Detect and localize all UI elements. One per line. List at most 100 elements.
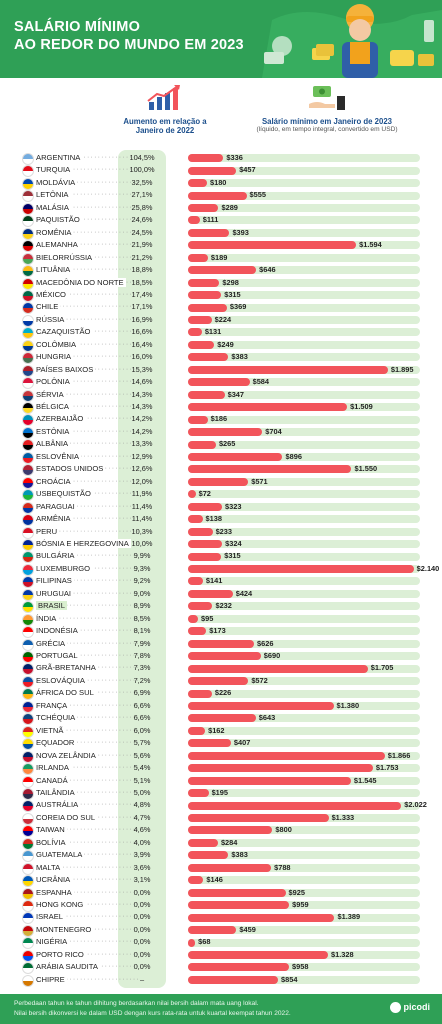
change-value-label: 4,0% <box>133 837 151 847</box>
bar-track <box>188 266 420 275</box>
wage-column-title: Salário mínimo em Janeiro de 2023 <box>261 117 392 126</box>
chart-row: ··························ARÁBIA SAUDITA… <box>0 961 442 975</box>
country-flag-icon <box>22 949 34 962</box>
bar-track <box>188 789 420 798</box>
wage-bar <box>188 664 368 673</box>
change-value-label: 14,2% <box>131 414 153 424</box>
bar-track <box>188 652 420 661</box>
wage-value-label: $704 <box>265 426 282 436</box>
country-label: AUSTRÁLIA <box>36 800 81 810</box>
chart-row: ·························· IRLANDA 5,4% $1.… <box>0 762 442 776</box>
change-value-label: 12,0% <box>131 476 153 486</box>
title-line-1: SALÁRIO MÍNIMO <box>14 19 141 35</box>
country-label: MACEDÔNIA DO NORTE <box>36 277 126 287</box>
chart-row: ·························· PERU 10,3% $233 <box>0 526 442 539</box>
country-flag-icon <box>22 153 34 165</box>
wage-value-label: $572 <box>251 675 268 685</box>
leader-dots: ·························· <box>48 938 140 946</box>
change-value-label: 14,3% <box>131 402 153 411</box>
wage-bar <box>188 963 290 972</box>
country-label: CHILE <box>36 302 61 312</box>
country-flag-icon <box>22 750 34 763</box>
change-value-label: 3,1% <box>133 875 151 885</box>
bar-track <box>188 428 420 437</box>
country-flag-icon <box>22 240 34 253</box>
country-label: BIELORRÚSSIA <box>36 252 95 262</box>
bar-track <box>188 938 420 947</box>
change-value-label: 3,6% <box>133 862 151 872</box>
country-label: ÍNDIA <box>36 613 59 623</box>
chart-row: ·························· CAZAQUISTÃO 16,… <box>0 326 442 340</box>
leader-dots: ·························· <box>48 228 140 236</box>
change-value-label: 13,3% <box>131 439 153 449</box>
country-label: GUATEMALA <box>36 850 85 860</box>
country-flag-icon <box>22 626 34 639</box>
change-value-label: 5,1% <box>133 775 151 785</box>
wage-bar <box>188 179 207 188</box>
bar-track <box>188 888 420 897</box>
leader-dots: ·························· <box>48 652 140 659</box>
country-flag-icon <box>22 538 34 551</box>
wage-bar <box>188 789 209 798</box>
wage-value-label: $298 <box>222 277 239 287</box>
wage-value-label: $646 <box>259 265 276 275</box>
country-flag-icon <box>22 775 34 788</box>
change-value-label: 17,4% <box>131 289 153 299</box>
wage-bar <box>188 826 273 835</box>
wage-bar <box>188 851 229 860</box>
country-flag-icon <box>22 451 34 464</box>
wage-value-label: $457 <box>239 165 256 175</box>
wage-value-label: $1.333 <box>331 812 355 822</box>
chart-row: ·························· LETÔNIA 27,1% $5… <box>0 189 442 203</box>
country-flag-icon <box>22 675 34 688</box>
wage-value-label: $393 <box>232 227 249 237</box>
chart-row: ·························· EQUADOR 5,7% $40… <box>0 737 442 751</box>
country-flag-icon <box>22 364 34 377</box>
country-label: TAIWAN <box>36 825 67 835</box>
country-label: COLÔMBIA <box>36 339 79 349</box>
change-value-label: 5,0% <box>133 787 151 797</box>
wage-value-label: $315 <box>224 551 241 561</box>
country-label: PORTUGAL <box>36 651 80 660</box>
country-flag-icon <box>22 489 34 502</box>
change-value-label: 0,0% <box>133 924 151 934</box>
country-label: PAQUISTÃO <box>36 215 82 225</box>
country-flag-icon <box>22 277 34 290</box>
leader-dots: ·························· <box>48 627 140 635</box>
country-flag-icon <box>22 526 34 539</box>
wage-bar <box>188 502 223 511</box>
country-label: CROÁCIA <box>36 476 73 486</box>
growth-chart-icon <box>147 85 180 110</box>
country-label: BRASIL <box>36 601 68 611</box>
country-label: HUNGRIA <box>36 352 74 362</box>
leader-dots: ·························· <box>48 390 140 398</box>
wage-bar <box>188 515 203 524</box>
country-label: NOVA ZELÂNDIA <box>36 750 98 760</box>
change-value-label: 11,9% <box>131 489 153 499</box>
country-label: PERU <box>36 526 60 536</box>
bar-track <box>188 901 420 910</box>
leader-dots: ·························· <box>48 577 140 585</box>
bar-track <box>188 602 420 611</box>
chart-row: ·························· COLÔMBIA 16,4% $… <box>0 339 442 352</box>
bar-track <box>188 228 420 237</box>
leader-dots: ·························· <box>48 191 140 199</box>
change-value-label: 6,6% <box>133 700 151 710</box>
wage-value-label: $459 <box>239 924 256 934</box>
wage-value-label: $555 <box>249 190 266 200</box>
change-value-label: 0,0% <box>133 887 151 897</box>
wage-bar <box>188 814 329 823</box>
leader-dots: ·························· <box>48 726 140 734</box>
change-value-label: 14,6% <box>131 377 153 387</box>
bar-track <box>188 253 420 262</box>
chart-row: ··························COREIA DO SUL4… <box>0 812 442 825</box>
country-label: USBEQUISTÃO <box>36 489 93 499</box>
country-flag-icon <box>22 912 34 925</box>
change-value-label: 32,5% <box>131 177 153 187</box>
country-flag-icon <box>22 289 34 302</box>
wage-value-label: $111 <box>202 215 219 225</box>
chart-row: ·························· MALÁSIA 25,8% $2… <box>0 202 442 215</box>
country-label: UCRÂNIA <box>36 875 73 885</box>
bar-track <box>188 527 420 536</box>
change-value-label: 8,1% <box>133 626 151 636</box>
